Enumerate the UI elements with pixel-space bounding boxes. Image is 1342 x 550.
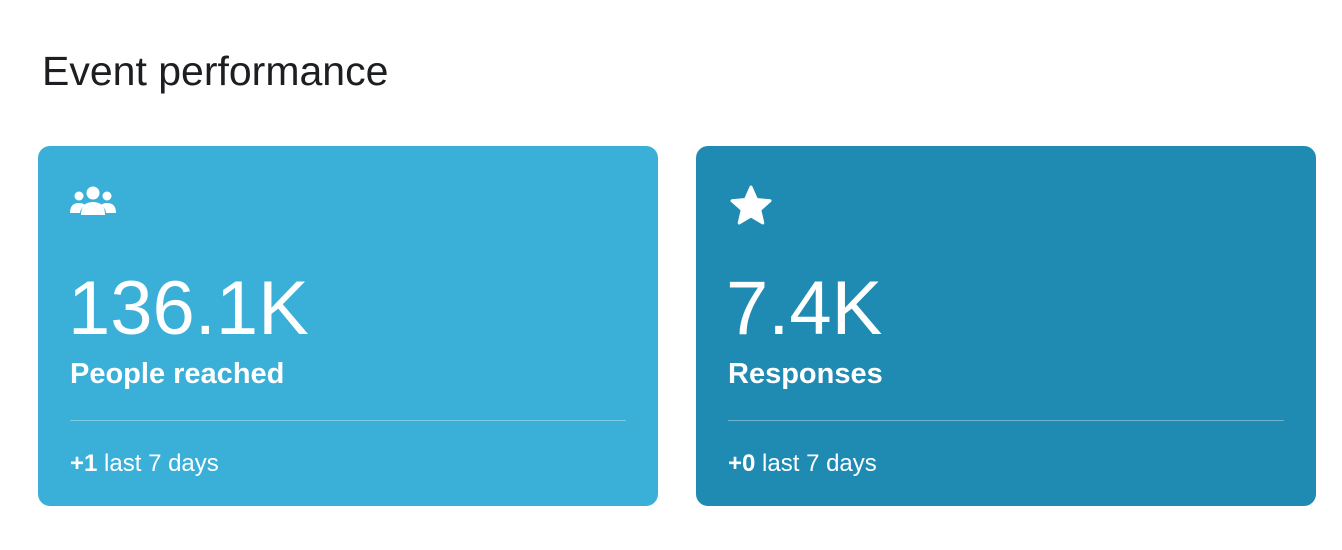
- stat-card: 7.4K Responses +0 last 7 days: [696, 146, 1316, 506]
- stat-label: Responses: [728, 358, 883, 390]
- stat-period: last 7 days: [104, 450, 219, 477]
- star-icon: [730, 185, 772, 225]
- stat-footer: +1 last 7 days: [70, 450, 219, 478]
- divider: [728, 420, 1284, 421]
- stat-change: +0: [728, 450, 756, 477]
- stat-period: last 7 days: [762, 450, 877, 477]
- stat-card: 136.1K People reached +1 last 7 days: [38, 146, 658, 506]
- divider: [70, 420, 626, 421]
- stat-value: 7.4K: [726, 266, 883, 351]
- people-icon: [70, 186, 116, 215]
- stat-footer: +0 last 7 days: [728, 450, 877, 478]
- stat-change: +1: [70, 450, 98, 477]
- stat-label: People reached: [70, 358, 285, 390]
- stat-value: 136.1K: [68, 266, 309, 351]
- page-title: Event performance: [42, 48, 389, 94]
